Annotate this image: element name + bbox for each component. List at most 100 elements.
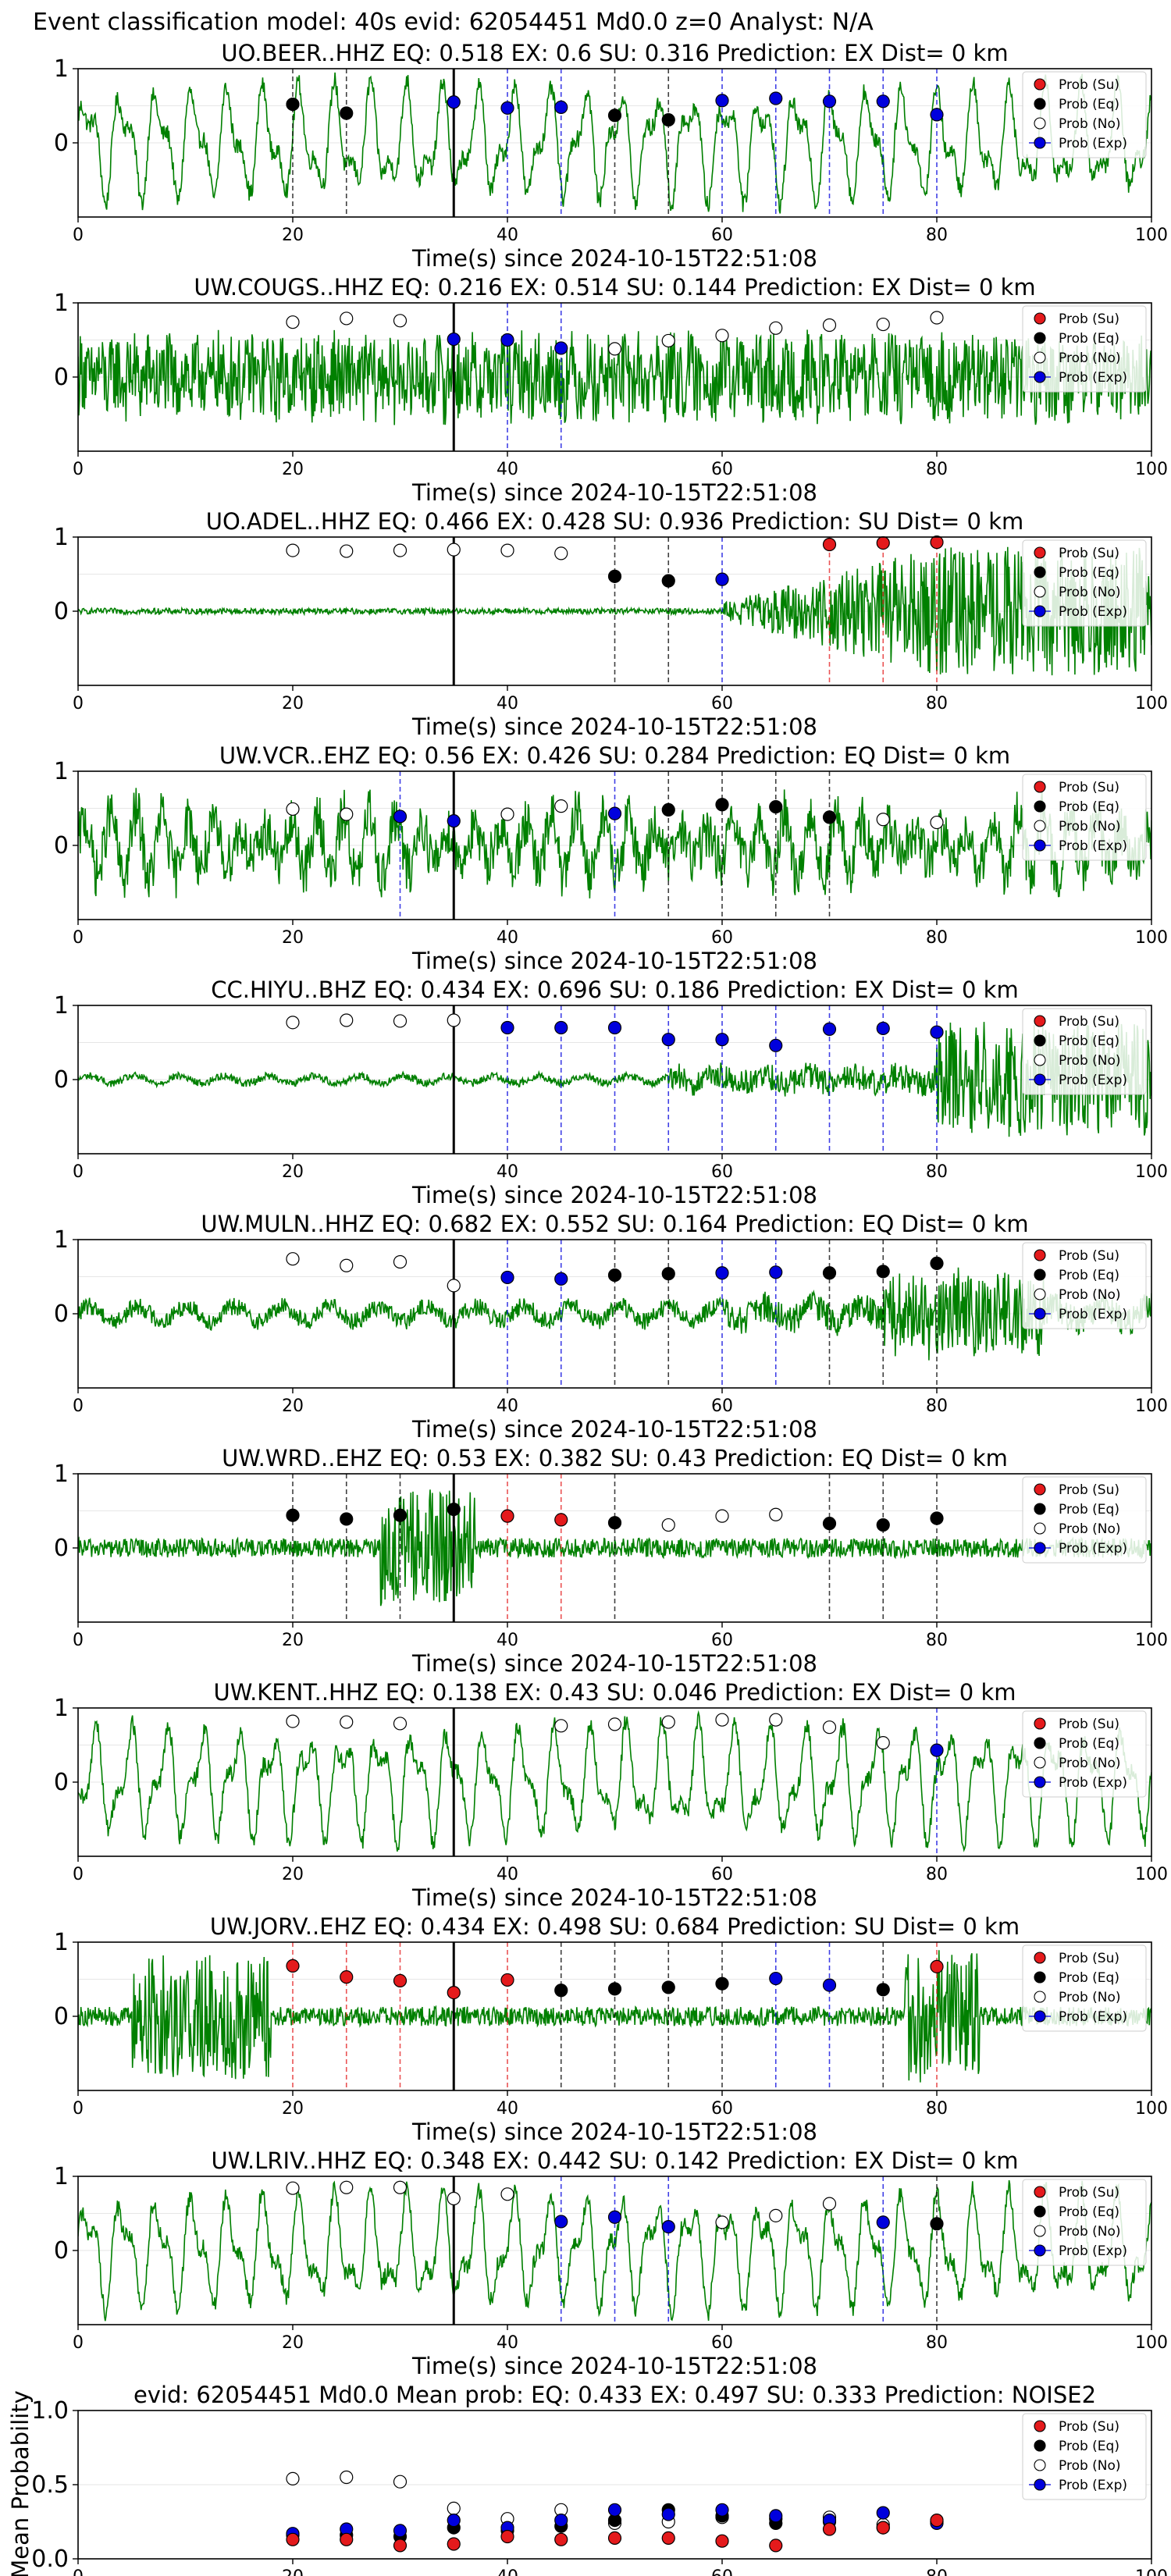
panel-title: UW.LRIV..HHZ EQ: 0.348 EX: 0.442 SU: 0.1… <box>211 2147 1018 2174</box>
x-tick-label: 20 <box>282 460 304 479</box>
x-tick-label: 20 <box>282 1865 304 1884</box>
legend-box <box>1022 2179 1147 2266</box>
x-axis-label: Time(s) since 2024-10-15T22:51:08 <box>411 1650 817 1677</box>
y-tick-label: 0 <box>54 2003 69 2030</box>
prob-point <box>661 333 675 348</box>
prob-point <box>340 1013 354 1027</box>
prob-point <box>822 1517 837 1531</box>
prob-point <box>930 1511 944 1525</box>
legend-label: Prob (Eq) <box>1059 1736 1119 1752</box>
prob-point <box>340 1970 354 1984</box>
prob-point <box>822 1720 837 1735</box>
legend-marker <box>1034 566 1046 578</box>
mean-prob-point <box>769 2509 783 2523</box>
mean-prob-point <box>822 2522 837 2536</box>
legend-marker <box>1034 137 1046 149</box>
x-tick-label: 0 <box>73 2333 84 2353</box>
x-tick-label: 40 <box>497 1162 518 1182</box>
prob-point <box>393 1014 408 1028</box>
x-tick-label: 80 <box>926 1162 948 1182</box>
x-tick-label: 20 <box>282 2567 304 2576</box>
prob-point <box>876 1021 890 1036</box>
panel-title: evid: 62054451 Md0.0 Mean prob: EQ: 0.43… <box>133 2382 1096 2408</box>
x-tick-label: 100 <box>1135 694 1168 713</box>
legend-label: Prob (Eq) <box>1059 1034 1119 1049</box>
x-tick-label: 40 <box>497 694 518 713</box>
x-tick-label: 80 <box>926 460 948 479</box>
x-tick-label: 40 <box>497 2567 518 2576</box>
prob-point <box>769 1265 783 1279</box>
x-tick-label: 40 <box>497 1865 518 1884</box>
x-tick-label: 100 <box>1135 928 1168 948</box>
prob-point <box>769 91 783 105</box>
legend-label: Prob (Su) <box>1059 1951 1119 1966</box>
x-tick-label: 80 <box>926 1865 948 1884</box>
prob-point <box>286 1252 300 1266</box>
legend-marker <box>1034 1015 1046 1027</box>
mean-prob-point <box>661 2507 675 2521</box>
waveform-trace <box>78 1021 1151 1137</box>
mean-prob-point <box>447 2501 461 2515</box>
legend-box <box>1022 774 1147 861</box>
prob-point <box>607 1982 622 1996</box>
prob-point <box>447 1013 461 1027</box>
prob-point <box>286 1016 300 1030</box>
prob-point <box>876 1736 890 1750</box>
legend-marker <box>1034 2010 1046 2023</box>
mean-prob-point <box>500 2529 514 2544</box>
prob-point <box>554 1513 568 1527</box>
prob-point <box>876 94 890 109</box>
waveform-trace <box>78 1710 1151 1852</box>
legend-label: Prob (Su) <box>1059 546 1119 561</box>
prob-point <box>930 1743 944 1757</box>
legend-marker <box>1034 1483 1046 1496</box>
mean-prob-point <box>447 2537 461 2551</box>
prob-point <box>286 802 300 817</box>
legend-marker <box>1034 1991 1046 2003</box>
prob-point <box>607 1020 622 1035</box>
mean-prob-point <box>554 2532 568 2546</box>
mean-prob-point <box>286 2471 300 2485</box>
x-tick-label: 80 <box>926 226 948 245</box>
prob-point <box>930 311 944 325</box>
legend-label: Prob (No) <box>1059 585 1121 600</box>
mean-prob-point <box>715 2534 729 2548</box>
x-tick-label: 0 <box>73 1397 84 1416</box>
legend-label: Prob (Eq) <box>1059 1970 1119 1986</box>
legend-box <box>1022 1944 1147 2032</box>
x-tick-label: 100 <box>1135 1162 1168 1182</box>
legend-marker <box>1034 1952 1046 1964</box>
x-axis-label: Time(s) since 2024-10-15T22:51:08 <box>411 245 817 272</box>
prob-point <box>554 799 568 813</box>
x-tick-label: 100 <box>1135 1865 1168 1884</box>
prob-point <box>876 317 890 332</box>
prob-point <box>286 2181 300 2195</box>
panel-title: UW.KENT..HHZ EQ: 0.138 EX: 0.43 SU: 0.04… <box>214 1679 1016 1706</box>
legend-box <box>1022 305 1147 393</box>
x-tick-label: 60 <box>711 2099 733 2119</box>
prob-point <box>876 813 890 827</box>
prob-point <box>769 1507 783 1521</box>
prob-point <box>500 1270 514 1285</box>
panel-title: UW.VCR..EHZ EQ: 0.56 EX: 0.426 SU: 0.284… <box>219 742 1010 769</box>
y-tick-label: 1 <box>54 290 69 317</box>
y-tick-label: 0 <box>54 832 69 859</box>
y-tick-label: 0 <box>54 1769 69 1796</box>
y-tick-label: 1.0 <box>31 2397 69 2425</box>
legend-label: Prob (Exp) <box>1059 2009 1127 2025</box>
prob-point <box>554 341 568 355</box>
prob-point <box>822 94 837 109</box>
prob-point <box>607 342 622 356</box>
panel-9: UW.JORV..EHZ EQ: 0.434 EX: 0.498 SU: 0.6… <box>54 1913 1168 2145</box>
x-tick-label: 60 <box>711 460 733 479</box>
x-tick-label: 20 <box>282 928 304 948</box>
waveform-trace <box>78 2179 1151 2322</box>
legend: Prob (Su) Prob (Eq) Prob (No) Prob (Exp) <box>1022 2413 1147 2500</box>
prob-point <box>447 2191 461 2206</box>
x-axis-label: Time(s) since 2024-10-15T22:51:08 <box>411 1416 817 1443</box>
legend: Prob (Su) Prob (Eq) Prob (No) Prob (Exp) <box>1022 1242 1147 1329</box>
y-tick-label: 1 <box>54 1226 69 1254</box>
y-tick-label: 1 <box>54 758 69 785</box>
legend-marker <box>1034 78 1046 91</box>
